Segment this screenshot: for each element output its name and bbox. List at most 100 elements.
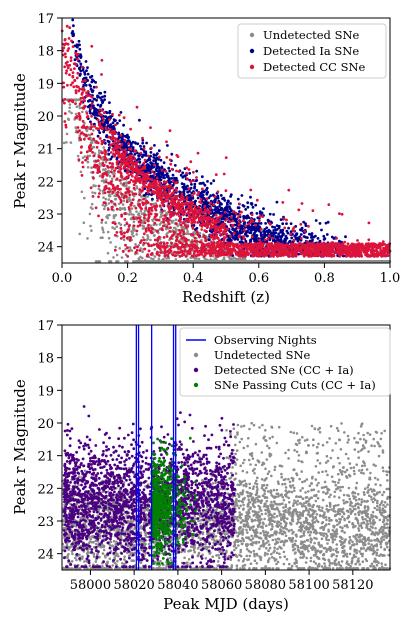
undetected-sn-point — [102, 231, 105, 234]
detected-ia-sn-point — [235, 230, 239, 234]
detected-ia-sn-point — [108, 124, 112, 128]
undetected-sn-point — [358, 260, 362, 263]
detected-cc-sn-point — [289, 232, 293, 236]
detected-ia-sn-point — [84, 83, 88, 87]
detected-ia-sn-point — [214, 198, 217, 202]
detected-ia-sn-point — [71, 18, 75, 22]
undetected-sn-point — [141, 236, 145, 239]
detected-ia-sn-point — [162, 161, 166, 165]
detected-ia-sn-point — [84, 60, 88, 63]
detected-cc-sn-point — [68, 73, 71, 77]
detected-ia-sn-point — [294, 233, 298, 237]
undetected-sn-point — [238, 257, 242, 261]
detected-ia-sn-point — [241, 204, 245, 207]
undetected-sn-point — [232, 256, 236, 260]
undetected-sn-point — [163, 209, 166, 213]
undetected-sn-point — [285, 260, 288, 263]
undetected-sn-point — [92, 184, 95, 187]
undetected-sn-point — [143, 209, 147, 213]
detected-ia-sn-point — [311, 238, 314, 242]
undetected-sn-point — [134, 243, 137, 246]
undetected-sn-point — [101, 228, 105, 232]
undetected-sn-point — [93, 152, 97, 155]
undetected-sn-point — [92, 129, 95, 132]
detected-cc-sn-point — [144, 207, 148, 210]
detected-ia-sn-point — [302, 235, 306, 238]
undetected-sn-point — [282, 260, 285, 263]
undetected-sn-point — [86, 160, 90, 164]
detected-ia-sn-point — [240, 194, 244, 197]
undetected-sn-point — [274, 260, 277, 263]
detected-ia-sn-point — [119, 111, 123, 114]
detected-cc-sn-point — [168, 230, 172, 233]
undetected-sn-point — [108, 195, 112, 198]
detected-cc-sn-point — [346, 242, 350, 246]
detected-ia-sn-point — [160, 165, 164, 169]
detected-cc-sn-point — [163, 249, 167, 252]
undetected-sn-point — [104, 160, 108, 164]
detected-ia-sn-point — [181, 185, 185, 189]
undetected-sn-point — [68, 103, 72, 106]
detected-ia-sn-point — [246, 226, 250, 229]
undetected-sn-point — [93, 191, 97, 195]
detected-ia-sn-point — [124, 134, 127, 138]
detected-ia-sn-point — [268, 212, 272, 216]
undetected-sn-point — [146, 235, 150, 239]
detected-ia-sn-point — [162, 173, 166, 177]
detected-ia-sn-point — [79, 62, 83, 66]
detected-ia-sn-point — [269, 231, 273, 235]
detected-ia-sn-point — [223, 199, 227, 202]
undetected-sn-point — [111, 226, 114, 229]
undetected-sn-point — [98, 189, 102, 192]
detected-ia-sn-point — [152, 156, 156, 159]
undetected-sn-point — [106, 251, 110, 255]
detected-ia-sn-point — [190, 183, 193, 186]
undetected-sn-point — [351, 260, 354, 263]
detected-ia-sn-point — [86, 66, 89, 69]
detected-cc-sn-point — [150, 244, 153, 248]
undetected-sn-point — [305, 260, 308, 263]
detected-cc-sn-point — [111, 221, 115, 225]
undetected-sn-point — [189, 260, 192, 263]
undetected-sn-point — [104, 221, 108, 224]
undetected-sn-point — [159, 215, 162, 219]
detected-ia-sn-point — [96, 134, 100, 138]
undetected-sn-point — [376, 260, 380, 263]
undetected-sn-point — [107, 202, 111, 205]
detected-ia-sn-point — [330, 235, 334, 239]
undetected-sn-point — [135, 210, 138, 213]
undetected-sn-point — [95, 260, 99, 263]
undetected-sn-point — [157, 260, 161, 263]
detected-ia-sn-point — [72, 32, 75, 36]
detected-ia-sn-point — [255, 212, 259, 215]
detected-ia-sn-point — [109, 157, 113, 161]
detected-cc-sn-point — [149, 203, 153, 206]
undetected-sn-point — [101, 226, 104, 230]
detected-ia-sn-point — [209, 194, 213, 198]
detected-ia-sn-point — [106, 139, 110, 143]
detected-ia-sn-point — [95, 113, 98, 117]
undetected-sn-point — [223, 260, 226, 263]
undetected-sn-point — [361, 260, 364, 263]
undetected-sn-point — [132, 260, 135, 263]
detected-ia-sn-point — [191, 196, 195, 200]
detected-ia-sn-point — [271, 234, 275, 238]
undetected-sn-point — [132, 213, 135, 217]
detected-ia-sn-point — [196, 196, 200, 200]
detected-cc-sn-point — [96, 159, 100, 163]
undetected-sn-point — [113, 227, 116, 230]
detected-ia-sn-point — [93, 97, 97, 101]
detected-cc-sn-point — [92, 154, 96, 158]
undetected-sn-point — [355, 260, 359, 263]
undetected-sn-point — [86, 237, 89, 240]
detected-ia-sn-point — [262, 207, 265, 211]
detected-ia-sn-point — [96, 103, 100, 107]
undetected-sn-point — [295, 260, 299, 263]
detected-ia-sn-point — [285, 229, 289, 233]
detected-ia-sn-point — [181, 171, 185, 175]
detected-ia-sn-point — [168, 169, 172, 173]
detected-cc-sn-point — [80, 93, 84, 96]
detected-cc-sn-point — [74, 102, 77, 105]
detected-ia-sn-point — [250, 203, 254, 206]
undetected-sn-point — [91, 207, 94, 211]
